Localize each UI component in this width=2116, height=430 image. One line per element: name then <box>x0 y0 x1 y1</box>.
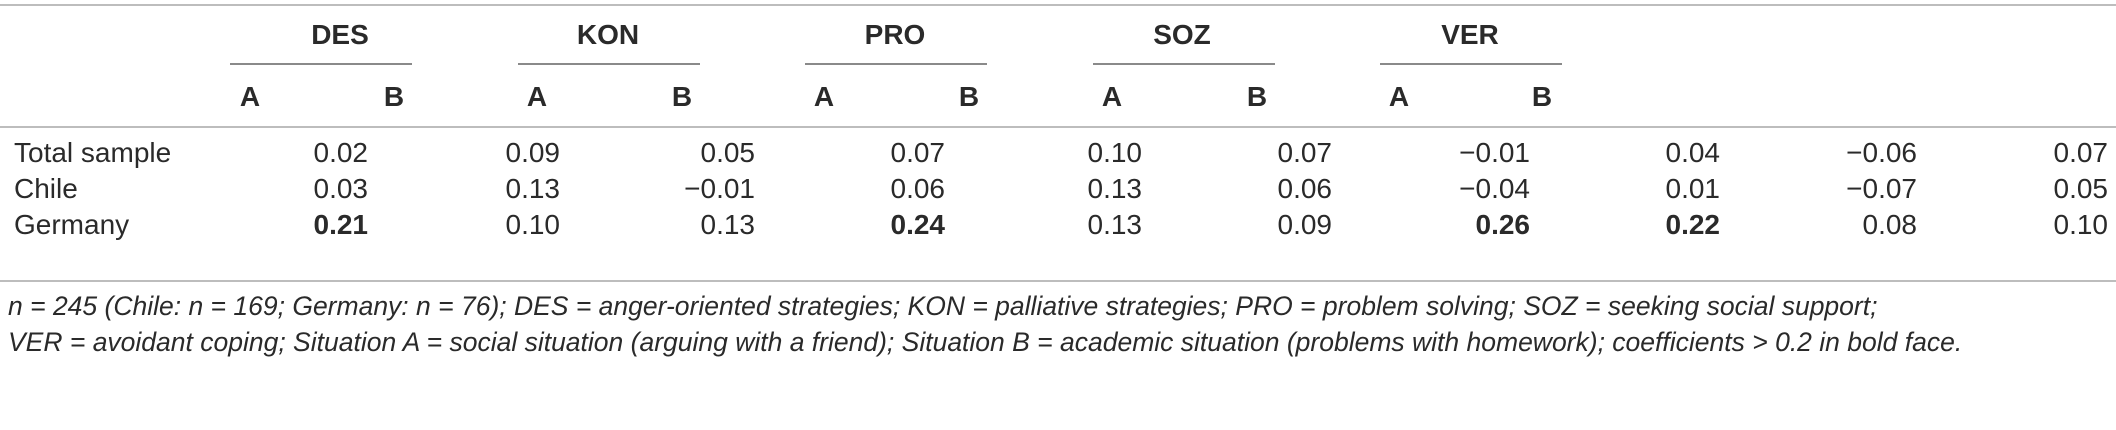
table-cell: 0.07 <box>1277 137 1333 168</box>
group-header-ver: VER <box>1441 19 1499 50</box>
table-cell: −0.01 <box>684 173 755 204</box>
subheader-kon-a: A <box>526 81 548 112</box>
subheader-soz-a: A <box>1101 81 1123 112</box>
table-cell: 0.05 <box>700 137 756 168</box>
table-cell: 0.22 <box>1665 209 1721 240</box>
table-cell: −0.06 <box>1846 137 1917 168</box>
table-cell: 0.13 <box>1087 173 1143 204</box>
table-cell: 0.10 <box>505 209 561 240</box>
table-top-rule <box>0 4 2116 6</box>
table-cell: 0.07 <box>890 137 946 168</box>
table-cell: 0.01 <box>1665 173 1721 204</box>
table-cell: 0.10 <box>1087 137 1143 168</box>
table-cell: 0.03 <box>313 173 369 204</box>
table-cell: 0.10 <box>2053 209 2109 240</box>
subheader-ver-a: A <box>1388 81 1410 112</box>
row-label-total-sample: Total sample <box>14 137 172 168</box>
table-cell: 0.06 <box>1277 173 1333 204</box>
group-header-kon: KON <box>576 19 640 50</box>
table-cell: 0.09 <box>1277 209 1333 240</box>
group-header-pro: PRO <box>864 19 926 50</box>
table-cell: 0.26 <box>1475 209 1531 240</box>
subheader-kon-b: B <box>671 81 693 112</box>
row-label-chile: Chile <box>14 173 78 204</box>
table-cell: 0.21 <box>313 209 369 240</box>
group-underline-ver <box>1380 63 1562 65</box>
group-header-soz: SOZ <box>1153 19 1211 50</box>
group-underline-des <box>230 63 412 65</box>
table-cell: 0.06 <box>890 173 946 204</box>
subheader-ver-b: B <box>1531 81 1553 112</box>
header-bottom-rule <box>0 126 2116 128</box>
table-cell: −0.01 <box>1459 137 1530 168</box>
table-cell: 0.13 <box>700 209 756 240</box>
table-cell: 0.04 <box>1665 137 1721 168</box>
table-bottom-rule <box>0 280 2116 282</box>
subheader-soz-b: B <box>1246 81 1268 112</box>
group-header-des: DES <box>311 19 369 50</box>
table-cell: 0.05 <box>2053 173 2109 204</box>
table-cell: −0.07 <box>1846 173 1917 204</box>
row-label-germany: Germany <box>14 209 130 240</box>
subheader-des-b: B <box>383 81 405 112</box>
table-footnote-line-1: n = 245 (Chile: n = 169; Germany: n = 76… <box>8 291 1878 321</box>
group-underline-pro <box>805 63 987 65</box>
table-footnote-line-2: VER = avoidant coping; Situation A = soc… <box>8 327 1963 357</box>
subheader-pro-b: B <box>958 81 980 112</box>
table-cell: 0.07 <box>2053 137 2109 168</box>
group-underline-soz <box>1093 63 1275 65</box>
table-cell: 0.13 <box>505 173 561 204</box>
table-cell: 0.08 <box>1862 209 1918 240</box>
table-cell: 0.24 <box>890 209 946 240</box>
group-underline-kon <box>518 63 700 65</box>
subheader-des-a: A <box>239 81 261 112</box>
subheader-pro-a: A <box>813 81 835 112</box>
table-cell: 0.09 <box>505 137 561 168</box>
table-cell: 0.02 <box>313 137 369 168</box>
table-cell: −0.04 <box>1459 173 1530 204</box>
table-cell: 0.13 <box>1087 209 1143 240</box>
